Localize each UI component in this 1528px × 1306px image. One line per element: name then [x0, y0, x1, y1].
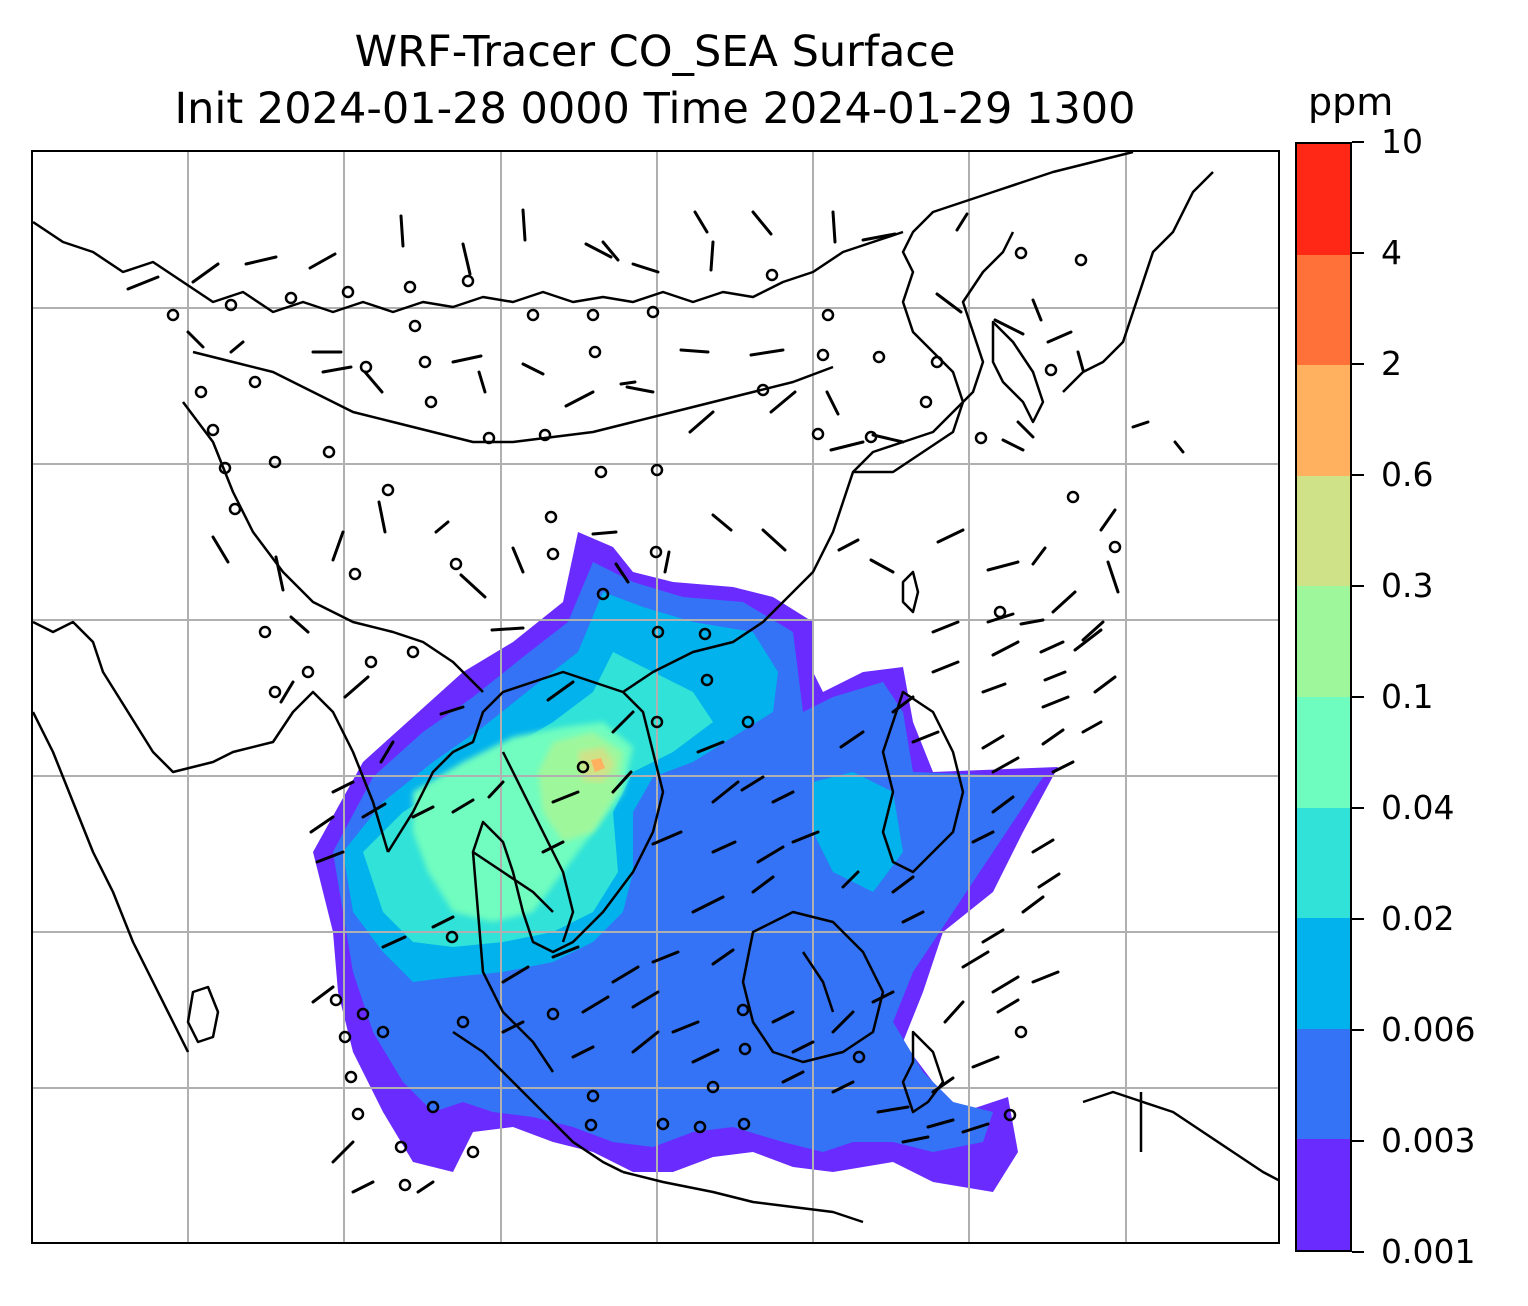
colorbar-tick	[1352, 585, 1364, 587]
colorbar-segment	[1297, 918, 1350, 1029]
colorbar-segment	[1297, 475, 1350, 587]
border-china-west	[182, 401, 484, 693]
border-mongolia-china	[192, 350, 834, 444]
colorbar-tick	[1352, 252, 1364, 254]
coast-indochina	[386, 670, 665, 1073]
colorbar-segment	[1297, 586, 1350, 697]
coast-philippines	[881, 690, 965, 874]
coast-sulawesi	[901, 1030, 945, 1114]
colorbar-tick	[1352, 1140, 1364, 1142]
chart-title-line-2: Init 2024-01-28 0000 Time 2024-01-29 130…	[174, 84, 1136, 134]
barb-shafts	[126, 208, 1185, 1194]
colorbar-tick-label: 2	[1381, 344, 1402, 383]
coast-new-guinea	[1082, 1090, 1278, 1182]
colorbar-segment	[1297, 807, 1350, 919]
coast-sri-lanka	[186, 985, 220, 1044]
coast-russia	[33, 220, 904, 314]
calm-markers	[166, 246, 1122, 1192]
coast-north-china	[853, 152, 1134, 474]
colorbar-tick-label: 0.003	[1381, 1121, 1476, 1160]
chart-title-line-1: WRF-Tracer CO_SEA Surface	[354, 27, 956, 77]
colorbar-tick	[1352, 1251, 1364, 1253]
colorbar-tick	[1352, 141, 1364, 143]
colorbar-segment	[1297, 696, 1350, 808]
colorbar-tick-label: 0.02	[1381, 899, 1455, 938]
map-canvas	[33, 152, 1278, 1242]
colorbar-tick	[1352, 918, 1364, 920]
colorbar-tick-label: 0.1	[1381, 677, 1434, 716]
colorbar-segment	[1297, 144, 1350, 255]
wind-barbs	[126, 208, 1185, 1194]
coast-south-china	[622, 231, 1015, 694]
coastlines-borders	[33, 152, 1278, 1224]
coast-korea	[991, 320, 1045, 424]
colorbar-tick-label: 0.001	[1381, 1232, 1476, 1271]
coast-borneo	[741, 910, 885, 1064]
coast-india-west	[33, 711, 190, 1053]
colorbar-tick-label: 0.04	[1381, 788, 1455, 827]
coast-taiwan	[901, 570, 920, 614]
coast-india	[33, 620, 390, 853]
colorbar-tick	[1352, 363, 1364, 365]
colorbar-segment	[1297, 1028, 1350, 1140]
concentration-field	[313, 532, 1058, 1192]
colorbar-segment	[1297, 365, 1350, 476]
border-thailand-cambodia	[472, 850, 554, 913]
plume-band-0.6	[591, 758, 605, 772]
colorbar-tick-label: 4	[1381, 233, 1402, 272]
colorbar-unit-label: ppm	[1308, 80, 1394, 124]
colorbar	[1295, 142, 1352, 1252]
colorbar-tick-label: 10	[1381, 122, 1423, 161]
colorbar-segment	[1297, 254, 1350, 366]
border-borneo-inner	[801, 951, 835, 1013]
colorbar-tick-label: 0.3	[1381, 566, 1434, 605]
plume-band-0.006-borneo	[813, 772, 903, 892]
coast-japan	[1062, 171, 1214, 393]
colorbar-tick	[1352, 474, 1364, 476]
colorbar-tick	[1352, 696, 1364, 698]
colorbar-segment	[1297, 1139, 1350, 1250]
border-vietnam-laos	[501, 751, 575, 943]
map-panel	[31, 150, 1280, 1244]
colorbar-tick-label: 0.006	[1381, 1010, 1476, 1049]
colorbar-tick	[1352, 1029, 1364, 1031]
colorbar-tick	[1352, 807, 1364, 809]
coast-sumatra	[452, 1030, 624, 1174]
coast-java	[622, 1170, 864, 1224]
colorbar-tick-label: 0.6	[1381, 455, 1434, 494]
